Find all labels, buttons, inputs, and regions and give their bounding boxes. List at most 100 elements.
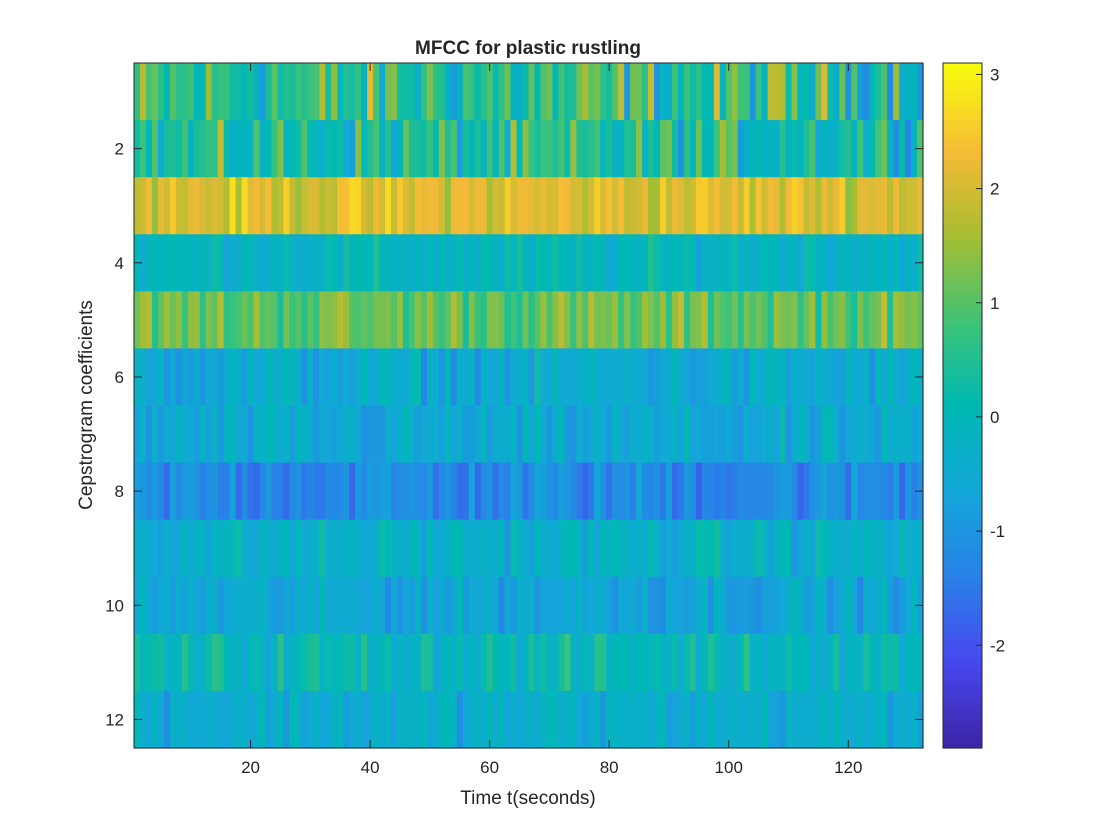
heatmap-cell (157, 120, 165, 178)
heatmap-cell (151, 576, 159, 635)
heatmap-cell (671, 690, 679, 749)
heatmap-cell (211, 690, 219, 749)
heatmap-cell (731, 690, 739, 749)
heatmap-cell (468, 462, 476, 521)
heatmap-cell (827, 576, 834, 635)
colorbar-strip (943, 274, 982, 281)
heatmap-cell (373, 234, 380, 292)
heatmap-cell (612, 177, 619, 235)
heatmap-cell (857, 291, 864, 350)
heatmap-cell (665, 177, 673, 235)
heatmap-cell (139, 462, 147, 521)
heatmap-cell (803, 120, 811, 178)
heatmap-cell (618, 120, 625, 178)
heatmap-cell (289, 576, 296, 635)
heatmap-cell (719, 405, 727, 464)
heatmap-cell (594, 291, 601, 350)
colorbar-tick-label: -2 (990, 636, 1005, 655)
heatmap-cell (145, 519, 153, 578)
colorbar-strip (943, 559, 982, 566)
heatmap-cell (618, 348, 625, 407)
heatmap-cell (689, 690, 697, 749)
heatmap-cell (169, 120, 177, 178)
colorbar-tick-label: -1 (990, 522, 1005, 541)
heatmap-cell (630, 177, 637, 235)
colorbar-strip (943, 685, 982, 692)
heatmap-cell (576, 348, 583, 407)
heatmap-cell (175, 120, 183, 178)
heatmap-cell (689, 633, 697, 692)
heatmap-cell (223, 177, 231, 235)
colorbar-strip (943, 605, 982, 612)
heatmap-cell (247, 405, 255, 464)
heatmap-cell (337, 405, 344, 464)
heatmap-cell (241, 633, 249, 692)
colorbar-strip (943, 616, 982, 624)
heatmap-cell (504, 177, 512, 235)
heatmap-cell (295, 519, 302, 578)
colorbar-strip (943, 365, 982, 372)
heatmap-cell (241, 690, 249, 749)
heatmap-cell (331, 462, 338, 521)
heatmap-cell (863, 576, 870, 635)
heatmap-cell (576, 177, 583, 235)
heatmap-cell (235, 633, 243, 692)
heatmap-cell (408, 291, 416, 350)
heatmap-cell (319, 519, 326, 578)
heatmap-cell (187, 234, 195, 292)
heatmap-cell (271, 348, 279, 407)
colorbar-strip (943, 200, 982, 207)
colorbar-strip (943, 576, 982, 584)
heatmap-cell (755, 177, 763, 235)
heatmap-cell (654, 291, 661, 350)
heatmap-cell (552, 633, 559, 692)
heatmap-cell (468, 177, 476, 235)
heatmap-cell (211, 633, 219, 692)
heatmap-cell (319, 234, 326, 292)
heatmap-cell (749, 177, 757, 235)
heatmap-cell (265, 120, 273, 178)
heatmap-cell (749, 576, 757, 635)
heatmap-cell (307, 177, 314, 235)
heatmap-cell (492, 576, 500, 635)
heatmap-cell (773, 633, 781, 692)
heatmap-cell (211, 120, 219, 178)
y-tick-label: 6 (115, 368, 124, 387)
heatmap-cell (833, 576, 840, 635)
heatmap-cell (654, 234, 661, 292)
heatmap-cell (498, 177, 506, 235)
heatmap-cell (241, 120, 249, 178)
heatmap-cell (289, 348, 296, 407)
colorbar-strip (943, 588, 982, 595)
heatmap-cell (432, 462, 440, 521)
heatmap-cell (624, 348, 631, 407)
heatmap-cell (379, 576, 386, 635)
heatmap-cell (648, 519, 655, 578)
heatmap-cell (905, 348, 912, 407)
heatmap-cell (570, 462, 577, 521)
heatmap-cell (480, 177, 488, 235)
heatmap-cell (271, 576, 279, 635)
x-tick-label: 40 (361, 758, 380, 777)
heatmap-cell (229, 519, 237, 578)
heatmap-cell (582, 234, 589, 292)
heatmap-cell (719, 576, 727, 635)
heatmap-cell (624, 291, 631, 350)
heatmap-cell (313, 291, 320, 350)
heatmap-cell (343, 690, 350, 749)
heatmap-cell (797, 576, 805, 635)
heatmap-cell (337, 348, 344, 407)
colorbar-strip (943, 525, 982, 532)
heatmap-cell (779, 234, 787, 292)
heatmap-cell (594, 519, 601, 578)
heatmap-cell (199, 462, 207, 521)
heatmap-cell (229, 63, 237, 121)
heatmap-cell (313, 576, 320, 635)
heatmap-cell (349, 633, 356, 692)
heatmap-cell (683, 234, 691, 292)
heatmap-cell (522, 633, 530, 692)
heatmap-cell (773, 63, 781, 121)
heatmap-cell (247, 177, 255, 235)
heatmap-cell (725, 348, 733, 407)
